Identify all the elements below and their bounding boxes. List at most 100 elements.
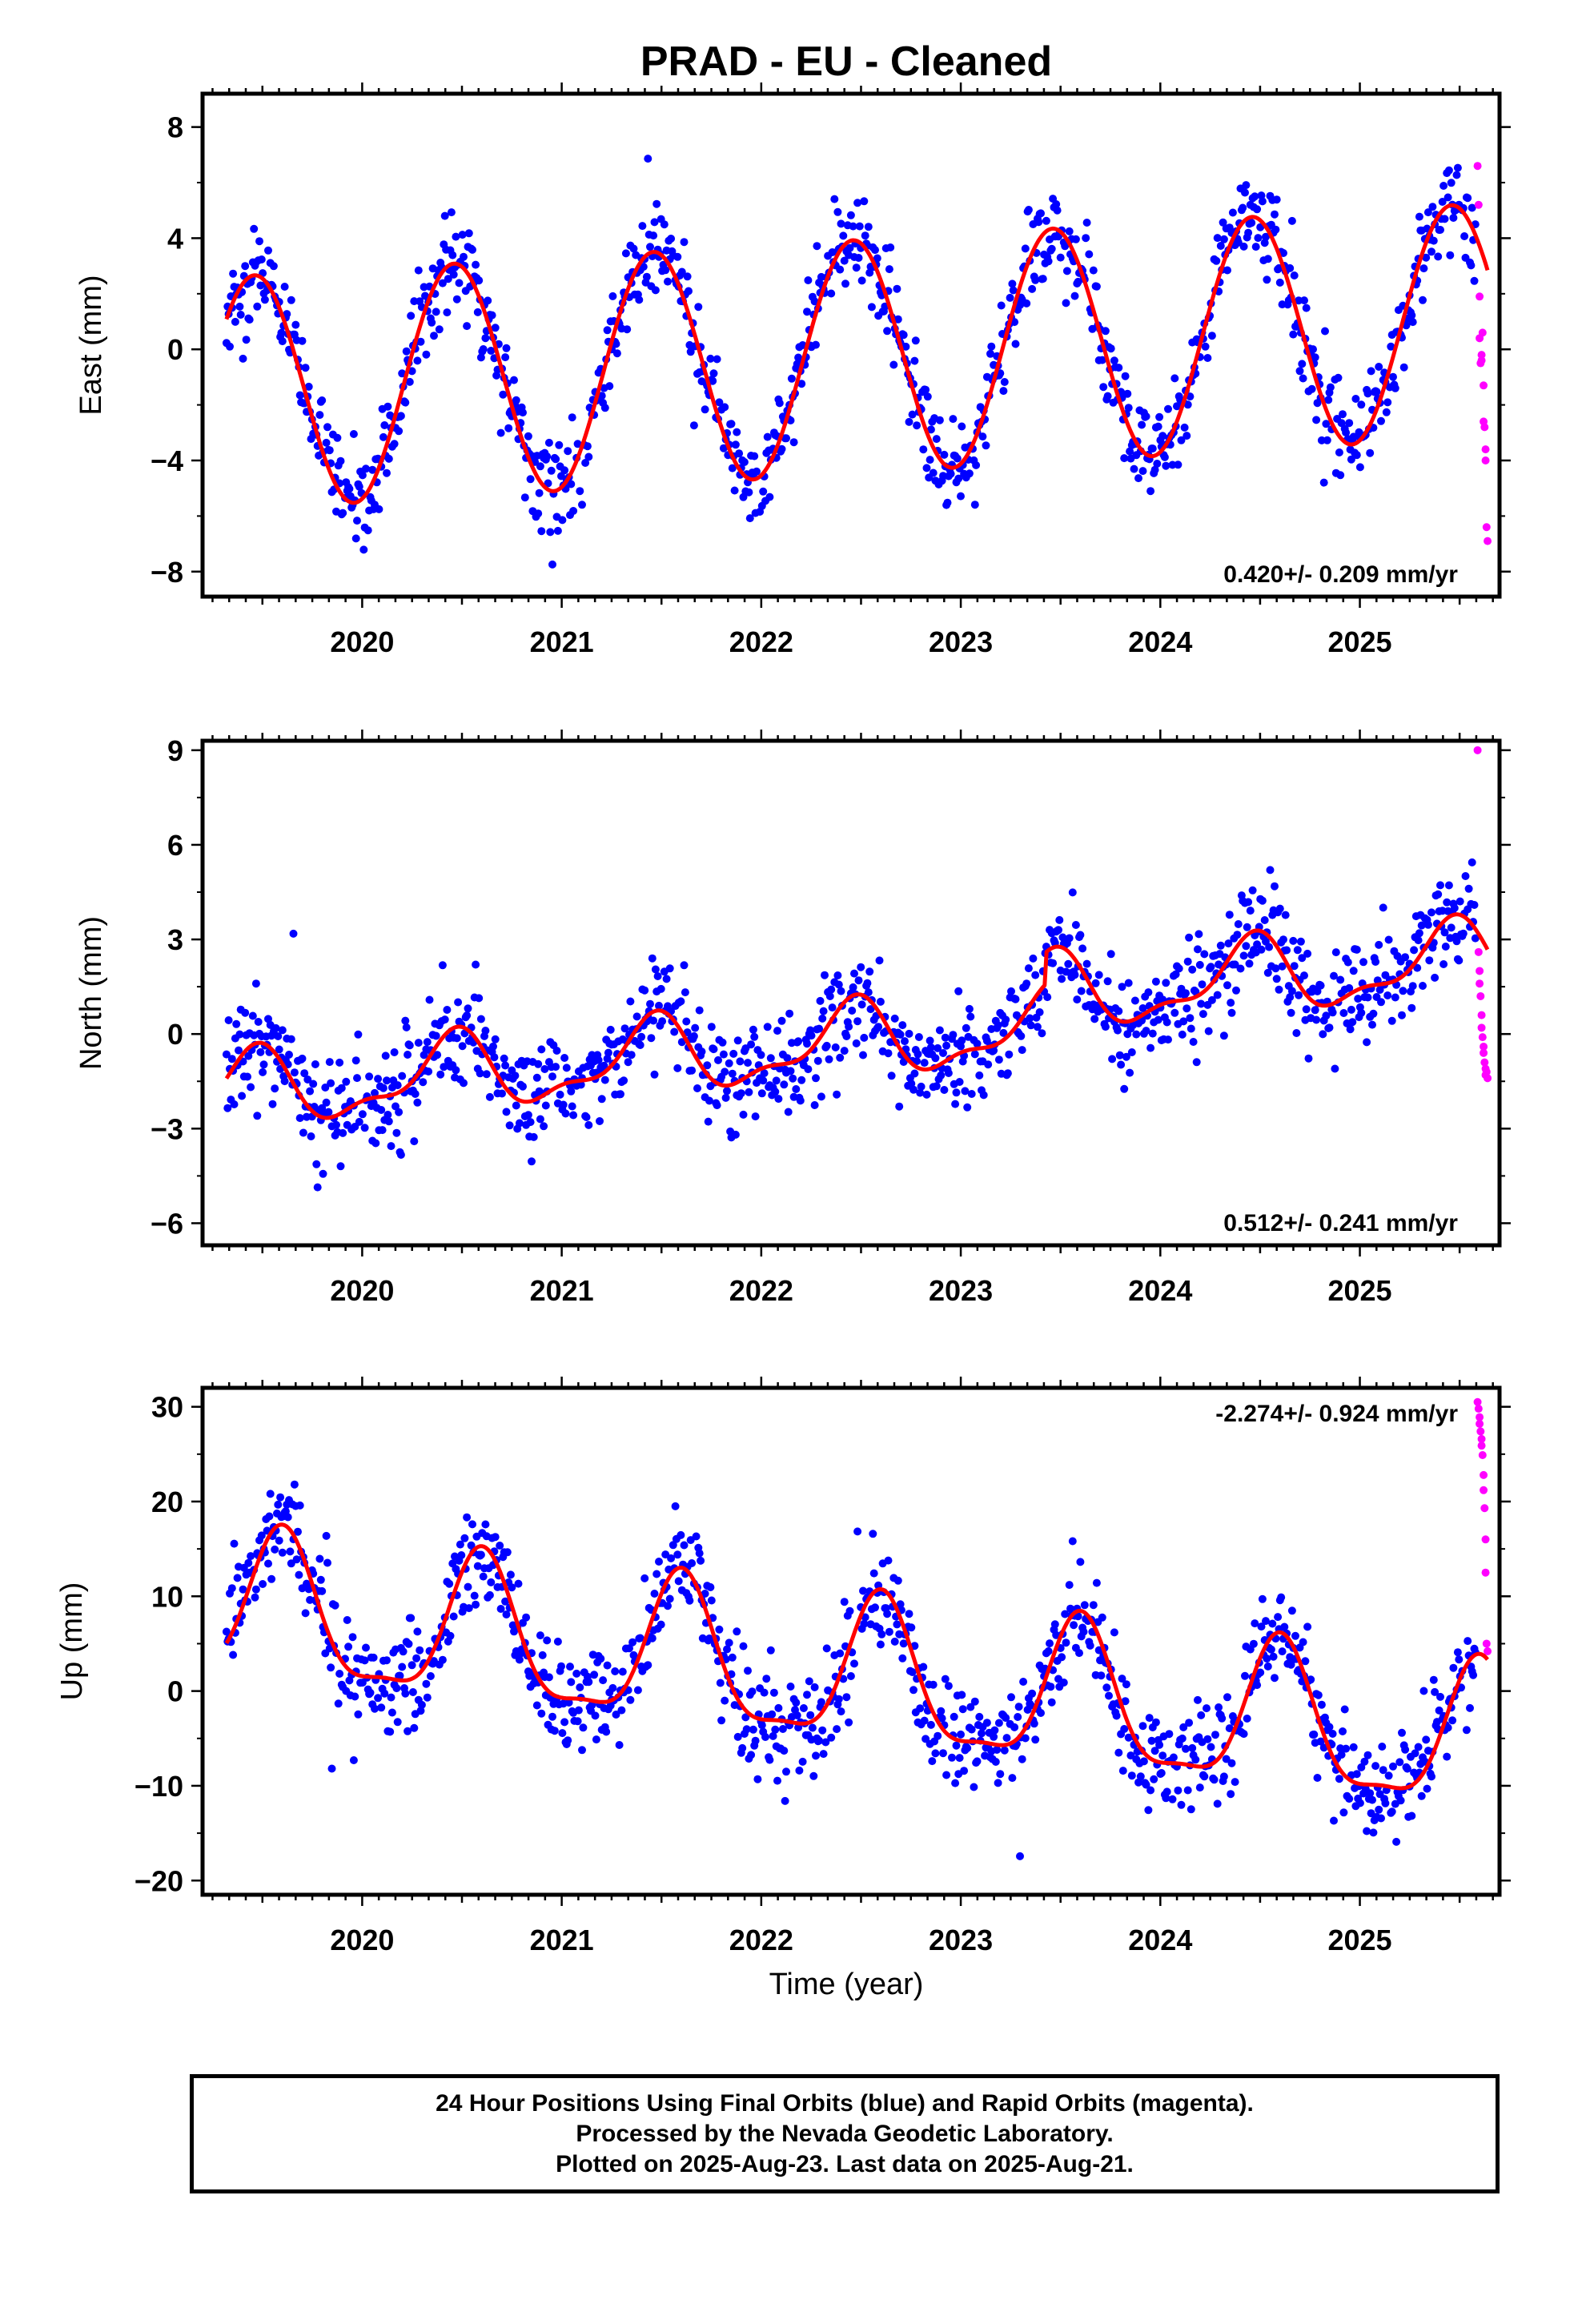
final-orbit-point — [833, 971, 842, 979]
final-orbit-point — [1407, 1811, 1416, 1820]
final-orbit-point — [803, 1039, 811, 1048]
final-orbit-point — [759, 1076, 768, 1085]
final-orbit-point — [1177, 1800, 1186, 1809]
final-orbit-point — [501, 1597, 510, 1606]
final-orbit-point — [468, 1520, 476, 1529]
final-orbit-point — [482, 1070, 491, 1079]
final-orbit-point — [1257, 945, 1266, 954]
final-orbit-point — [1239, 1730, 1248, 1739]
rapid-orbit-point — [1480, 381, 1488, 390]
final-orbit-point — [360, 1124, 369, 1132]
final-orbit-point — [845, 243, 854, 252]
final-orbit-point — [560, 1054, 569, 1062]
final-orbit-point — [677, 997, 685, 1006]
final-orbit-point — [1054, 926, 1062, 935]
final-orbit-point — [1076, 1558, 1085, 1566]
final-orbit-point — [1448, 1716, 1457, 1725]
final-orbit-point — [920, 1716, 929, 1725]
final-orbit-point — [1098, 1613, 1106, 1622]
rapid-orbit-point — [1477, 1023, 1486, 1032]
final-orbit-point — [1419, 982, 1427, 990]
final-orbit-point — [1331, 948, 1340, 957]
final-orbit-point — [1383, 991, 1392, 999]
final-orbit-point — [264, 1015, 272, 1023]
final-orbit-point — [251, 1593, 259, 1602]
final-orbit-point — [845, 1023, 853, 1031]
final-orbit-point — [1379, 1766, 1387, 1775]
final-orbit-point — [290, 1480, 299, 1489]
final-orbit-point — [937, 1071, 946, 1080]
final-orbit-point — [815, 1024, 824, 1033]
rapid-orbit-point — [1481, 456, 1490, 464]
final-orbit-point — [1314, 1691, 1323, 1699]
final-orbit-point — [716, 1679, 725, 1687]
final-orbit-point — [1422, 253, 1431, 262]
final-orbit-point — [1241, 1671, 1249, 1680]
final-orbit-point — [1248, 886, 1257, 895]
final-orbit-point — [1000, 378, 1009, 386]
final-orbit-point — [1319, 478, 1328, 487]
final-orbit-point — [617, 1706, 626, 1715]
final-orbit-point — [319, 1169, 327, 1178]
final-orbit-point — [650, 218, 659, 227]
final-orbit-point — [1204, 1027, 1213, 1035]
final-orbit-point — [1414, 1743, 1423, 1751]
final-orbit-point — [325, 1058, 334, 1067]
final-orbit-point — [1258, 1594, 1267, 1603]
final-orbit-point — [997, 301, 1006, 310]
final-orbit-point — [1052, 1630, 1061, 1639]
final-orbit-point — [1325, 1723, 1334, 1731]
final-orbit-point — [680, 1541, 689, 1550]
final-orbit-point — [487, 1578, 496, 1586]
rapid-orbit-point — [1480, 1486, 1488, 1494]
final-orbit-point — [685, 287, 693, 296]
final-orbit-point — [412, 1654, 421, 1663]
final-orbit-point — [831, 1043, 840, 1051]
final-orbit-point — [371, 1704, 379, 1713]
final-orbit-point — [822, 1041, 831, 1050]
final-orbit-point — [1142, 412, 1150, 420]
final-orbit-point — [735, 449, 744, 458]
final-orbit-point — [926, 1036, 934, 1045]
final-orbit-point — [275, 1536, 283, 1545]
final-orbit-point — [686, 348, 695, 356]
final-orbit-point — [1183, 957, 1192, 966]
final-orbit-point — [1246, 907, 1255, 915]
final-orbit-point — [1439, 960, 1448, 968]
final-orbit-point — [640, 986, 649, 995]
final-orbit-point — [1258, 896, 1267, 905]
final-orbit-point — [463, 1011, 472, 1019]
final-orbit-point — [813, 1056, 822, 1065]
final-orbit-point — [230, 1100, 239, 1108]
final-orbit-point — [626, 1695, 635, 1704]
final-orbit-point — [849, 222, 857, 231]
final-orbit-point — [422, 350, 431, 359]
final-orbit-point — [1302, 1005, 1311, 1014]
final-orbit-point — [1345, 419, 1354, 428]
final-orbit-point — [1098, 356, 1106, 364]
final-orbit-point — [1120, 1725, 1129, 1733]
final-orbit-point — [1132, 1030, 1141, 1039]
final-orbit-point — [1139, 1757, 1148, 1766]
rapid-orbit-point — [1476, 292, 1484, 301]
final-orbit-point — [561, 1109, 570, 1118]
rapid-orbit-point — [1480, 1058, 1489, 1067]
final-orbit-point — [636, 1634, 644, 1642]
final-orbit-point — [934, 1731, 942, 1740]
final-orbit-point — [476, 353, 485, 362]
final-orbit-point — [1074, 1612, 1082, 1621]
final-orbit-point — [1302, 304, 1311, 312]
final-orbit-point — [773, 1776, 781, 1785]
final-orbit-point — [581, 459, 590, 467]
final-orbit-point — [825, 1055, 833, 1063]
final-orbit-point — [292, 1555, 301, 1564]
rapid-orbit-point — [1476, 1419, 1484, 1428]
final-orbit-point — [419, 1078, 428, 1087]
final-orbit-point — [664, 277, 672, 286]
final-orbit-point — [1155, 1740, 1164, 1749]
final-orbit-point — [1227, 999, 1235, 1007]
final-orbit-point — [1254, 234, 1263, 243]
final-orbit-point — [778, 1725, 787, 1733]
final-orbit-point — [1417, 921, 1426, 930]
